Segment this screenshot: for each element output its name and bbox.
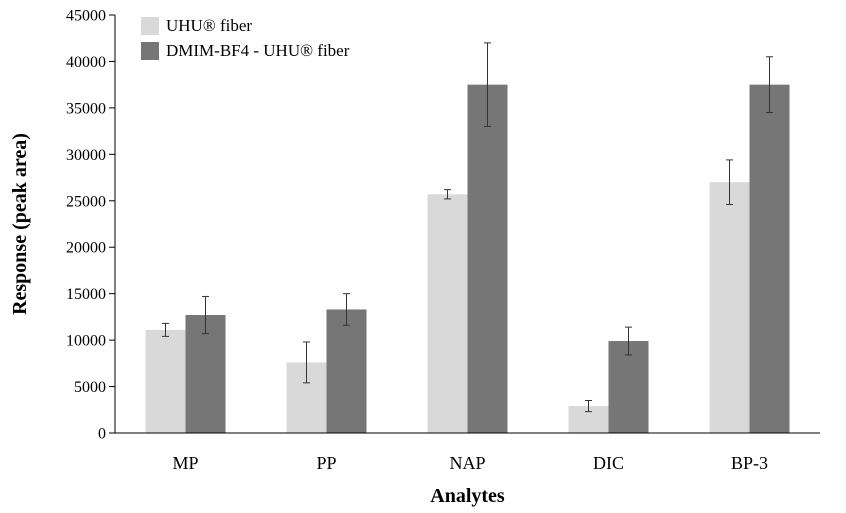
legend-swatch-uhu-fiber: [141, 17, 159, 35]
x-tick-label-mp: MP: [172, 453, 198, 473]
error-bar-pp-series-0: [303, 341, 310, 384]
bar-dic-series-1: [608, 341, 649, 433]
x-tick-label-dic: DIC: [593, 453, 624, 473]
error-bar-bp-3-series-1: [766, 56, 773, 114]
bar-nap-series-0: [427, 194, 468, 433]
y-tick-label: 40000: [66, 54, 106, 71]
y-axis-title: Response (peak area): [9, 133, 31, 315]
bar-bp-3-series-1: [749, 84, 790, 434]
y-tick-label: 20000: [66, 240, 106, 257]
y-tick-label: 10000: [66, 333, 106, 350]
error-bar-nap-series-0: [444, 189, 451, 200]
error-bar-nap-series-1: [484, 42, 491, 127]
y-tick-label: 45000: [66, 8, 106, 25]
x-axis-title: Analytes: [430, 485, 505, 507]
x-tick-label-nap: NAP: [449, 453, 485, 473]
bar-mp-series-0: [145, 329, 186, 433]
error-bar-bp-3-series-0: [726, 159, 733, 205]
y-tick-label: 0: [98, 426, 106, 443]
legend-label-uhu-fiber: UHU® fiber: [166, 16, 252, 35]
bar-nap-series-1: [467, 84, 508, 434]
y-tick-label: 35000: [66, 100, 106, 117]
x-tick-labels: MP PP NAP DIC BP-3: [172, 453, 768, 473]
y-tick-label: 15000: [66, 286, 106, 303]
error-bar-dic-series-1: [625, 326, 632, 356]
bar-bp-3-series-0: [709, 182, 750, 433]
error-bar-mp-series-0: [162, 322, 169, 337]
error-bar-dic-series-0: [585, 399, 592, 413]
bar-pp-series-1: [326, 309, 367, 433]
legend-swatch-dmim-uhu-fiber: [141, 42, 159, 60]
y-tick-label: 5000: [74, 379, 106, 396]
error-bar-pp-series-1: [343, 293, 350, 326]
bar-mp-series-1: [185, 315, 226, 433]
plot-area: [145, 42, 790, 434]
x-tick-label-bp-3: BP-3: [731, 453, 768, 473]
error-bar-mp-series-1: [202, 295, 209, 335]
legend: UHU® fiber DMIM-BF4 - UHU® fiber: [141, 16, 350, 60]
y-tick-labels: 0 5000 10000 15000 20000 25000 30000 35000 40000…: [66, 8, 115, 443]
legend-label-dmim-uhu-fiber: DMIM-BF4 - UHU® fiber: [166, 41, 350, 60]
y-tick-label: 30000: [66, 147, 106, 164]
axes: [114, 15, 820, 434]
y-tick-label: 25000: [66, 193, 106, 210]
x-tick-label-pp: PP: [316, 453, 336, 473]
